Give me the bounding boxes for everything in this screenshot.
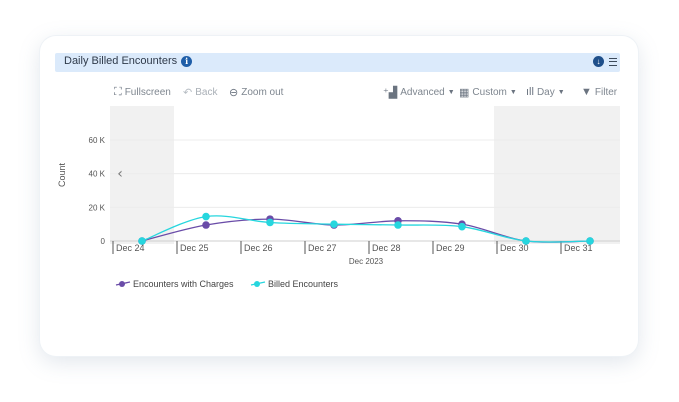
fullscreen-button[interactable]: ⛶ Fullscreen	[114, 86, 171, 99]
y-tick-label: 0	[101, 237, 106, 246]
legend-item-label[interactable]: Billed Encounters	[268, 279, 339, 289]
caret-down-icon: ▼	[509, 89, 517, 96]
filter-button[interactable]: ▼ Filter	[581, 86, 617, 98]
panel-title-wrap: Daily Billed Encounters i	[64, 55, 193, 67]
x-axis-ticks: Dec 24 Dec 25 Dec 26 Dec 27 Dec 28 Dec 29 Dec …	[112, 241, 593, 254]
data-point[interactable]	[522, 237, 530, 245]
shaded-range-right	[494, 106, 620, 244]
y-axis-ticks: 0 20 K 40 K 60 K	[89, 136, 106, 246]
x-tick-label: Dec 26	[244, 243, 273, 253]
x-tick-label: Dec 27	[308, 243, 337, 253]
fullscreen-icon: ⛶	[114, 86, 122, 98]
back-arrow-icon: ↶	[183, 87, 193, 99]
zoom-out-label: Zoom out	[241, 87, 284, 98]
y-tick-label: 40 K	[89, 170, 106, 179]
zoom-out-icon: ⊖	[229, 87, 239, 99]
panel-header: Daily Billed Encounters i ↓	[55, 53, 620, 72]
legend-swatch-marker	[254, 281, 260, 287]
x-tick-label: Dec 28	[372, 243, 401, 253]
advanced-label: Advanced	[400, 87, 445, 98]
menu-icon[interactable]	[609, 57, 617, 66]
x-tick-label: Dec 30	[500, 243, 529, 253]
data-point[interactable]	[138, 237, 146, 245]
x-axis-label: Dec 2023	[349, 257, 384, 266]
back-button[interactable]: ↶ Back	[183, 86, 217, 99]
back-label: Back	[195, 87, 218, 98]
data-point[interactable]	[394, 221, 402, 229]
day-dropdown[interactable]: ıll Day ▼	[526, 86, 565, 98]
x-tick-label: Dec 25	[180, 243, 209, 253]
caret-down-icon: ▼	[447, 89, 455, 96]
series-line-1	[141, 215, 591, 243]
custom-dropdown[interactable]: ▦ Custom ▼	[459, 86, 517, 99]
day-label: Day	[536, 86, 555, 98]
custom-label: Custom	[472, 87, 507, 98]
caret-down-icon: ▼	[557, 88, 565, 96]
filter-icon: ▼	[581, 86, 592, 98]
series-group	[138, 212, 594, 245]
x-tick-label: Dec 31	[564, 243, 593, 253]
y-tick-label: 60 K	[89, 136, 106, 145]
bar-chart-icon: ıll	[526, 86, 534, 98]
data-point[interactable]	[330, 220, 338, 228]
data-point[interactable]	[266, 218, 274, 227]
x-tick-label: Dec 24	[116, 243, 145, 253]
x-tick-label: Dec 29	[436, 243, 465, 253]
y-tick-label: 20 K	[89, 203, 106, 212]
legend-swatch-marker	[119, 281, 125, 287]
info-icon[interactable]: i	[181, 55, 193, 67]
shaded-range-left	[110, 106, 174, 244]
y-axis-label: Count	[57, 163, 67, 188]
data-point[interactable]	[202, 212, 210, 221]
panel-actions: ↓	[593, 56, 617, 67]
data-point[interactable]	[458, 222, 466, 231]
grid-lines	[110, 139, 620, 208]
scroll-left-icon[interactable]: ‹	[117, 166, 123, 182]
filter-label: Filter	[594, 86, 618, 98]
download-icon[interactable]: ↓	[593, 56, 604, 67]
advanced-chart-icon: ⁺▟	[383, 87, 398, 99]
data-point[interactable]	[202, 221, 210, 229]
zoom-out-button[interactable]: ⊖ Zoom out	[229, 86, 283, 99]
data-point[interactable]	[586, 237, 594, 245]
advanced-dropdown[interactable]: ⁺▟ Advanced ▼	[383, 86, 455, 99]
calendar-icon: ▦	[459, 87, 470, 99]
panel-title: Daily Billed Encounters	[64, 55, 178, 67]
fullscreen-label: Fullscreen	[124, 87, 171, 98]
legend-item-label[interactable]: Encounters with Charges	[133, 279, 234, 289]
legend: Encounters with Charges Billed Encounters	[115, 279, 339, 289]
